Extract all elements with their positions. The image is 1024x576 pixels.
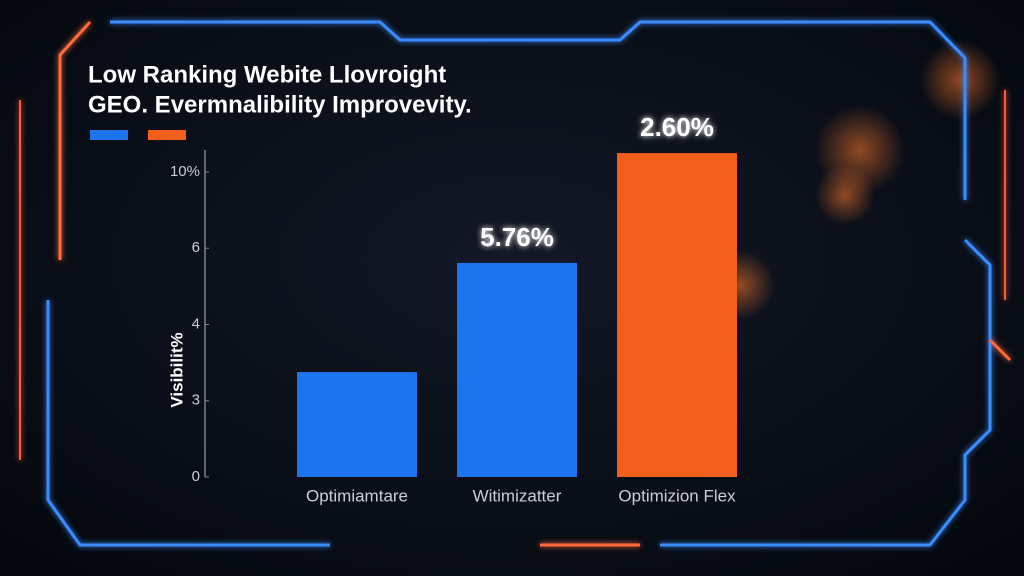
frame — [19, 20, 1012, 547]
annotation: 2.60% — [640, 112, 714, 142]
y-axis-label: Visibilit% — [167, 332, 186, 407]
chart-title: Low Ranking Webite Llovroight — [88, 61, 446, 88]
y-tick-label: 10% — [170, 163, 200, 180]
y-tick-label: 4 — [192, 315, 200, 332]
bar — [617, 153, 737, 477]
bar — [457, 262, 577, 477]
x-tick-label: Witimizatter — [473, 486, 562, 505]
x-tick-label: Optimiamtare — [306, 486, 408, 505]
chart-subtitle: GEO. Evermnalibility Improvevity. — [88, 91, 472, 118]
legend-swatch — [148, 130, 186, 140]
bokeh — [815, 165, 875, 225]
bar — [297, 372, 417, 477]
legend-swatch — [90, 130, 128, 140]
bokeh — [920, 40, 1000, 120]
x-tick-label: Optimizion Flex — [618, 486, 736, 505]
annotation: 5.76% — [480, 222, 554, 252]
y-tick-label: 6 — [192, 239, 200, 256]
y-tick-label: 3 — [192, 392, 200, 409]
y-tick-label: 0 — [192, 468, 200, 485]
